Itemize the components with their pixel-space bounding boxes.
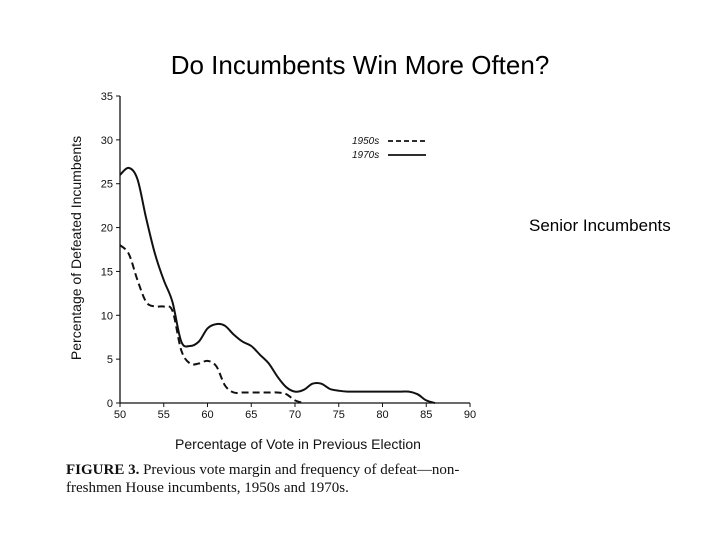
y-tick-label: 20	[101, 223, 113, 235]
y-tick-label: 30	[101, 135, 113, 147]
y-axis-title: Percentage of Defeated Incumbents	[68, 136, 84, 360]
x-tick-label: 75	[333, 409, 345, 421]
x-tick-label: 70	[289, 409, 301, 421]
senior-incumbents-label: Senior Incumbents	[529, 216, 671, 235]
figure-caption: FIGURE 3. Previous vote margin and frequ…	[66, 461, 459, 497]
x-tick-label: 55	[158, 409, 170, 421]
x-tick-label: 90	[464, 409, 476, 421]
caption-text-1: Previous vote margin and frequency of de…	[143, 462, 460, 478]
series-line-1950s	[119, 244, 305, 404]
y-tick-label: 5	[107, 354, 113, 366]
y-tick-label: 10	[101, 310, 113, 322]
x-tick-label: 65	[245, 409, 257, 421]
series-line-1970s	[119, 166, 436, 404]
y-tick-label: 0	[107, 398, 113, 410]
x-tick-label: 85	[420, 409, 432, 421]
y-tick-label: 25	[101, 179, 113, 191]
caption-figure-label: FIGURE 3.	[66, 462, 140, 478]
y-tick-label: 35	[101, 91, 113, 103]
x-tick-label: 80	[376, 409, 388, 421]
caption-line-2: freshmen House incumbents, 1950s and 197…	[66, 480, 349, 496]
x-tick-label: 50	[114, 409, 126, 421]
x-axis-title: Percentage of Vote in Previous Election	[175, 436, 421, 452]
y-tick-label: 15	[101, 266, 113, 278]
chart-ticks: 0 5 10 15 20 25 30 35 50 55 60 65 70 75 80 85 90	[101, 91, 476, 421]
legend-label-1950s: 1950s	[352, 136, 379, 147]
chart-series	[119, 166, 436, 404]
x-tick-label: 60	[201, 409, 213, 421]
chart-axes	[119, 96, 470, 404]
chart-legend: 1950s 1970s	[352, 136, 426, 161]
legend-label-1970s: 1970s	[352, 150, 379, 161]
caption-line-1: FIGURE 3. Previous vote margin and frequ…	[66, 461, 459, 479]
slide-title: Do Incumbents Win More Often?	[170, 50, 550, 80]
